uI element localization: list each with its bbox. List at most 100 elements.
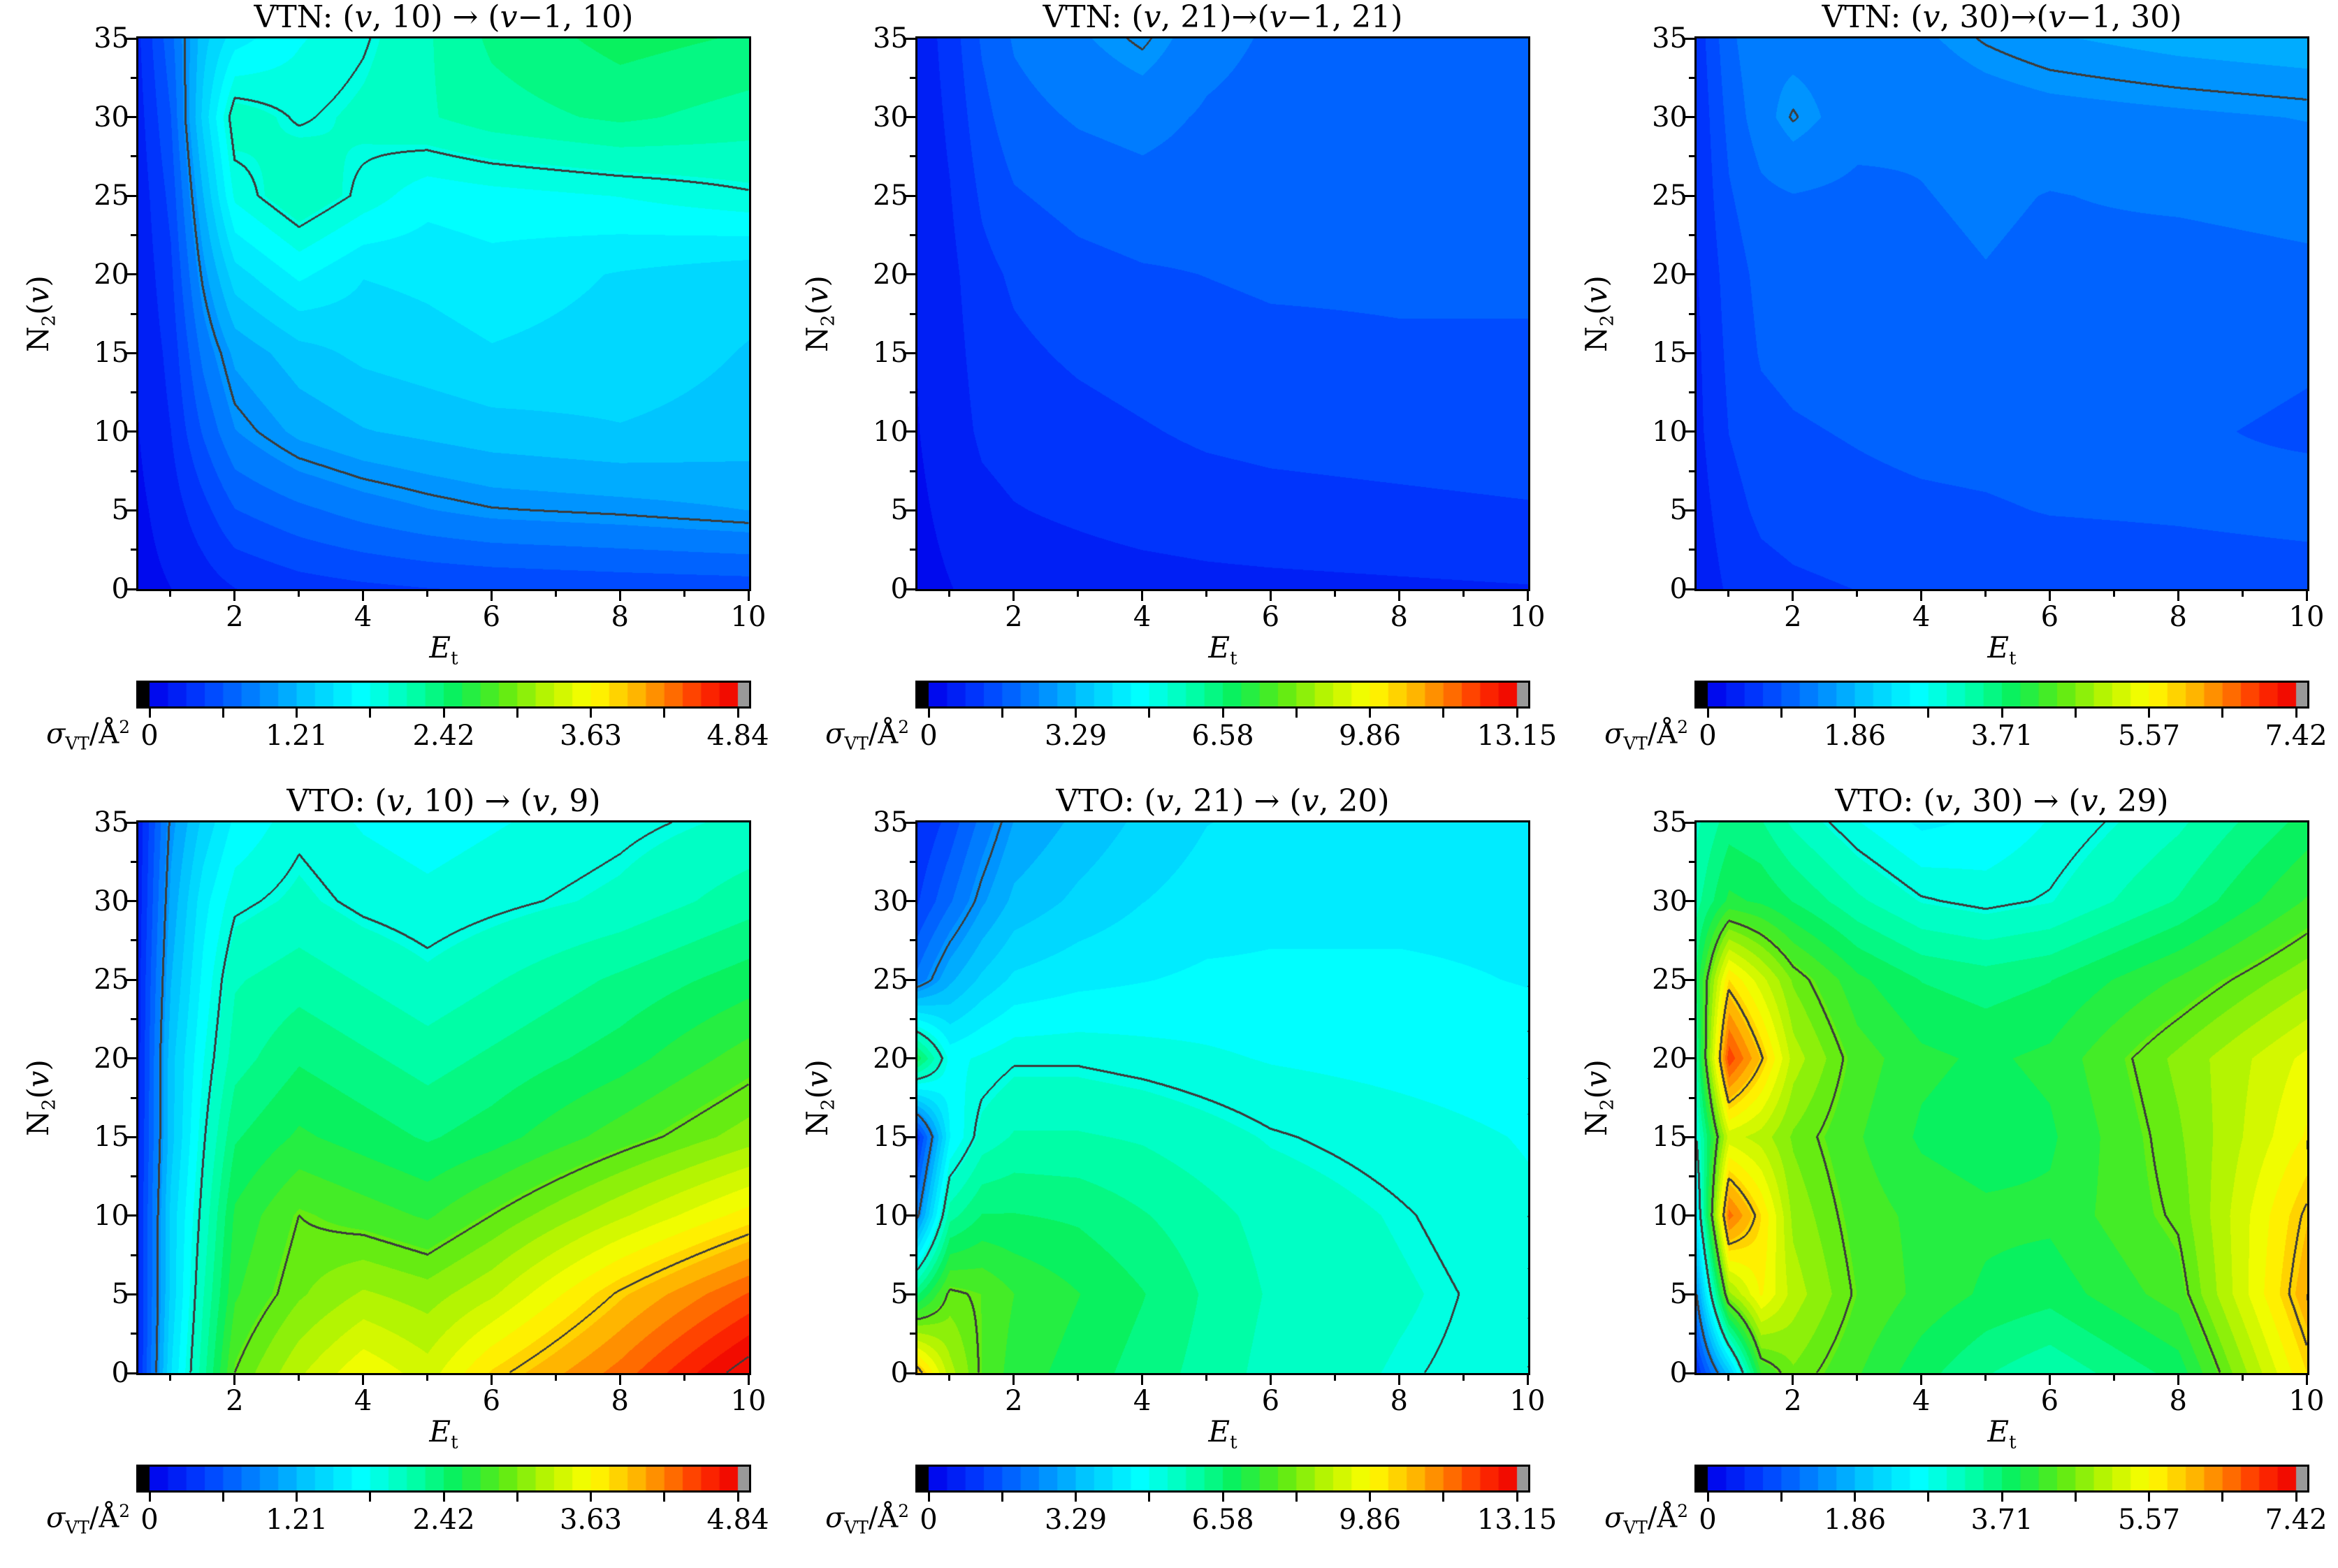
x-tick-mark-minor (2112, 1375, 2115, 1381)
colorbar-tick-mark (927, 709, 930, 718)
colorbar-tick-mark (1369, 709, 1371, 718)
colorbar-label: σVT/Å2 (779, 1501, 909, 1537)
x-axis-label-var: E (429, 630, 451, 665)
colorbar-tick-mark (148, 709, 151, 718)
y-tick-label: 5 (890, 494, 908, 527)
x-tick-label: 6 (482, 1385, 501, 1417)
x-tick-mark-minor (948, 591, 951, 597)
colorbar-tick-label: 4.84 (706, 720, 769, 752)
colorbar-tick-mark (1295, 1493, 1298, 1502)
panel-title: VTN: (v, 30)→(v−1, 30) (1822, 0, 2182, 35)
y-tick-mark (126, 351, 136, 354)
x-tick-mark-minor (1727, 1375, 1730, 1381)
colorbar-tick-mark (1221, 709, 1224, 718)
y-tick-mark-minor (910, 1096, 915, 1099)
x-tick-mark (747, 1375, 750, 1385)
y-tick-mark-minor (910, 939, 915, 942)
x-tick-label: 8 (611, 601, 629, 633)
y-tick-mark-minor (1689, 391, 1694, 394)
x-axis-label: Et (136, 1414, 751, 1453)
y-tick-label: 20 (1652, 258, 1687, 291)
y-tick-label: 30 (1652, 101, 1687, 133)
colorbar-tick-labels: 0 3.29 6.58 9.86 13.15 (915, 720, 1557, 757)
y-tick-label: 35 (94, 22, 129, 55)
colorbar-tick-labels: 0 1.86 3.71 5.57 7.42 (1694, 720, 2327, 757)
colorbar-tick-mark (2148, 709, 2150, 718)
colorbar-label-unit: Å (99, 1502, 119, 1534)
colorbar-tick-label: 1.86 (1823, 720, 1887, 752)
x-axis-ticks: 2 4 6 8 10 (915, 591, 1545, 633)
y-tick-mark (1685, 1372, 1694, 1374)
x-axis-ticks: 2 4 6 8 10 (136, 591, 766, 633)
x-tick-mark (1397, 1375, 1400, 1385)
x-tick-label: 6 (482, 601, 501, 633)
colorbar-tick-mark (1854, 1493, 1856, 1502)
y-tick-label: 15 (1652, 337, 1687, 370)
x-axis-label: Et (136, 630, 751, 669)
colorbar-label: σVT/Å2 (1558, 1501, 1688, 1537)
x-tick-mark-minor (1462, 591, 1465, 597)
y-tick-label: 25 (94, 964, 129, 996)
y-tick-label: 35 (1652, 22, 1687, 55)
colorbar (915, 1465, 1530, 1493)
colorbar-label-sup: 2 (1677, 1501, 1688, 1521)
colorbar-label-sub: VT (1623, 733, 1648, 754)
x-tick-mark (1269, 591, 1272, 601)
colorbar-tick-mark (1221, 1493, 1224, 1502)
y-tick-mark-minor (910, 312, 915, 315)
x-tick-mark-minor (169, 591, 172, 597)
x-tick-label: 6 (1261, 1385, 1280, 1417)
contour-plot-canvas (915, 820, 1530, 1375)
colorbar-label-unit: Å (878, 1502, 899, 1534)
x-tick-label: 8 (2169, 601, 2187, 633)
x-tick-mark-minor (2112, 591, 2115, 597)
colorbar-label-slash: / (868, 718, 878, 750)
y-tick-mark (1685, 821, 1694, 824)
plot-area (915, 820, 1530, 1375)
x-tick-mark-minor (169, 1375, 172, 1381)
colorbar-tick-label: 9.86 (1338, 720, 1402, 752)
x-axis-label-var: E (429, 1414, 451, 1449)
y-tick-mark-minor (131, 939, 136, 942)
x-axis-ticks: 2 4 6 8 10 (1694, 1375, 2324, 1417)
y-tick-mark-minor (131, 233, 136, 236)
x-tick-label: 8 (1390, 601, 1408, 633)
y-tick-mark (906, 978, 915, 981)
colorbar-tick-mark (1295, 709, 1298, 718)
x-tick-mark (618, 591, 621, 601)
y-tick-mark-minor (910, 155, 915, 158)
sigma-symbol: σ (825, 1502, 845, 1534)
x-tick-mark-minor (426, 591, 429, 597)
x-tick-mark (618, 1375, 621, 1385)
y-tick-mark-minor (1689, 1254, 1694, 1256)
y-tick-mark (1685, 1214, 1694, 1217)
y-tick-mark (1685, 509, 1694, 511)
colorbar-tick-mark (2221, 1493, 2224, 1502)
y-tick-mark (126, 821, 136, 824)
y-tick-mark (1685, 273, 1694, 276)
x-tick-label: 4 (1133, 601, 1152, 633)
y-tick-mark (126, 116, 136, 119)
y-tick-label: 35 (1652, 806, 1687, 839)
y-tick-label: 10 (94, 415, 129, 448)
colorbar-label-sub: VT (844, 1517, 869, 1538)
x-tick-label: 4 (1133, 1385, 1152, 1417)
y-tick-mark (906, 194, 915, 197)
colorbar-tick-mark (663, 1493, 666, 1502)
x-tick-mark (1012, 1375, 1015, 1385)
y-tick-label: 20 (94, 1042, 129, 1075)
y-tick-label: 20 (873, 1042, 908, 1075)
x-tick-label: 8 (2169, 1385, 2187, 1417)
x-tick-label: 10 (730, 601, 767, 633)
y-tick-mark (906, 821, 915, 824)
y-tick-mark-minor (131, 76, 136, 79)
colorbar-label-sub: VT (65, 733, 89, 754)
colorbar-canvas (1694, 681, 2309, 709)
x-tick-mark (2177, 1375, 2179, 1385)
y-tick-mark (126, 273, 136, 276)
colorbar-tick-mark (1148, 1493, 1151, 1502)
y-tick-label: 35 (94, 806, 129, 839)
x-tick-label: 2 (226, 601, 244, 633)
colorbar-label-slash: / (89, 1502, 99, 1534)
contour-plot-canvas (1694, 820, 2309, 1375)
